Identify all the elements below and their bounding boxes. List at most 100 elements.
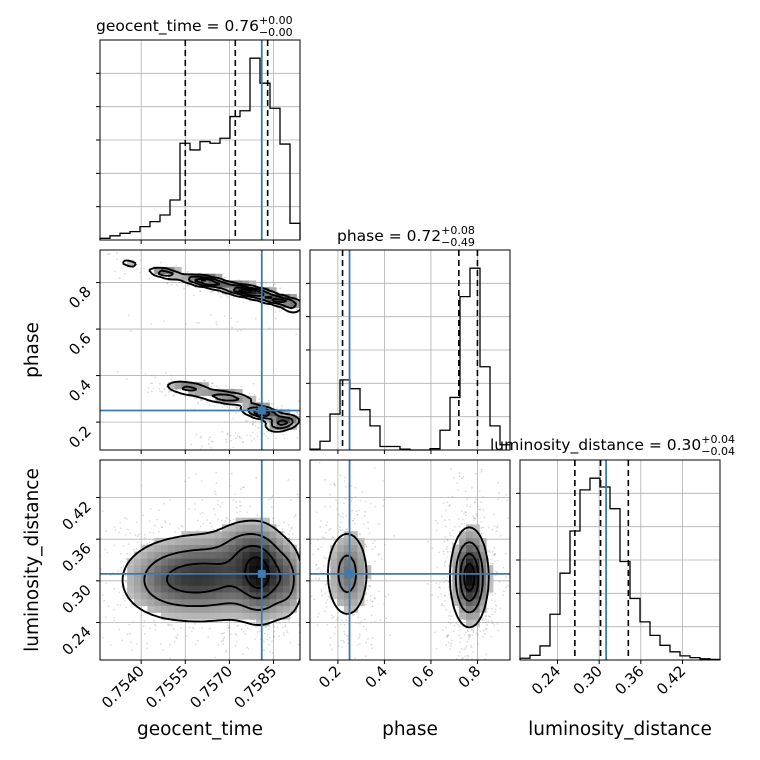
density-cell — [194, 585, 202, 593]
axes-frame — [519, 459, 721, 661]
density-cell — [222, 605, 230, 613]
sample-point — [473, 501, 476, 504]
sample-point — [371, 647, 373, 650]
density-cell — [269, 571, 277, 579]
density-cell — [269, 598, 277, 607]
sample-point — [446, 550, 449, 553]
sample-point — [232, 446, 235, 449]
sample-point — [230, 317, 232, 320]
density-cell — [289, 558, 297, 566]
sample-point — [207, 438, 210, 441]
sample-point — [326, 521, 329, 524]
sample-point — [321, 551, 323, 553]
sample-point — [199, 290, 201, 293]
sample-point — [346, 635, 349, 637]
density-cell — [289, 416, 297, 424]
sample-point — [154, 628, 157, 631]
sample-point — [319, 514, 321, 516]
sample-point — [315, 307, 317, 309]
sample-point — [135, 548, 138, 550]
axes-frame — [309, 249, 511, 451]
histogram-step — [99, 57, 301, 240]
density-cell — [188, 571, 196, 579]
density-cell — [161, 585, 169, 593]
sample-point — [357, 616, 360, 619]
sample-point — [449, 618, 452, 620]
sample-point — [208, 627, 211, 630]
density-cell — [161, 537, 169, 546]
density-cell — [357, 571, 365, 579]
sample-point — [221, 519, 223, 522]
sample-point — [255, 662, 257, 664]
sample-point — [493, 624, 496, 626]
density-cell — [167, 585, 175, 593]
density-cell — [194, 578, 202, 586]
density-cell — [215, 531, 223, 539]
density-cell — [357, 585, 365, 593]
density-cell — [276, 585, 284, 593]
contour-level — [121, 519, 300, 626]
sample-point — [104, 548, 107, 551]
density-cell — [181, 544, 189, 552]
gridlines — [520, 460, 720, 660]
density-cell — [154, 598, 162, 607]
density-cell — [350, 605, 358, 613]
sample-point — [496, 571, 499, 574]
density-cell — [201, 578, 209, 586]
sample-point — [130, 641, 133, 644]
sample-point — [208, 403, 211, 406]
sample-point — [126, 378, 128, 381]
sample-point — [188, 507, 191, 510]
density-cell — [161, 565, 169, 573]
density-cell — [215, 612, 223, 620]
sample-point — [143, 633, 146, 635]
sample-point — [177, 527, 180, 530]
sample-point — [324, 583, 327, 586]
sample-point — [305, 545, 307, 547]
density-cell — [276, 612, 284, 620]
sample-point — [192, 294, 195, 297]
sample-point — [472, 631, 475, 634]
density-cell — [235, 605, 243, 613]
sample-point — [464, 490, 467, 493]
density-cell — [222, 287, 230, 295]
sample-point — [326, 627, 328, 629]
sample-point — [344, 497, 347, 500]
sample-point — [498, 580, 501, 583]
density-cell — [181, 558, 189, 566]
density-cell — [296, 565, 300, 573]
sample-point — [330, 614, 333, 617]
density-cell — [472, 585, 480, 593]
sample-point — [364, 593, 367, 596]
sample-point — [96, 589, 98, 591]
sample-point — [169, 623, 171, 626]
sample-point — [247, 648, 250, 651]
density-cell — [228, 612, 236, 620]
sample-point — [359, 499, 362, 502]
sample-point — [350, 485, 353, 487]
sample-point — [155, 518, 158, 521]
sample-point — [282, 631, 285, 634]
sample-point — [251, 431, 254, 434]
sample-point — [242, 653, 245, 656]
density-cell — [472, 592, 480, 600]
sample-point — [143, 267, 145, 270]
density-cell — [350, 585, 358, 593]
sample-point — [448, 518, 451, 521]
sample-point — [164, 520, 166, 523]
sample-point — [251, 423, 254, 426]
sample-point — [266, 437, 269, 440]
sample-point — [368, 561, 371, 564]
sample-point — [469, 505, 472, 508]
sample-point — [237, 406, 239, 409]
density-cell — [147, 544, 155, 552]
axes-frame — [99, 39, 301, 241]
sample-point — [278, 635, 281, 637]
density-cell — [276, 578, 284, 586]
sample-point — [450, 468, 453, 471]
sample-point — [303, 610, 305, 612]
sample-point — [461, 657, 464, 660]
sample-point — [240, 329, 242, 332]
sample-point — [464, 511, 467, 514]
sample-point — [269, 636, 271, 639]
